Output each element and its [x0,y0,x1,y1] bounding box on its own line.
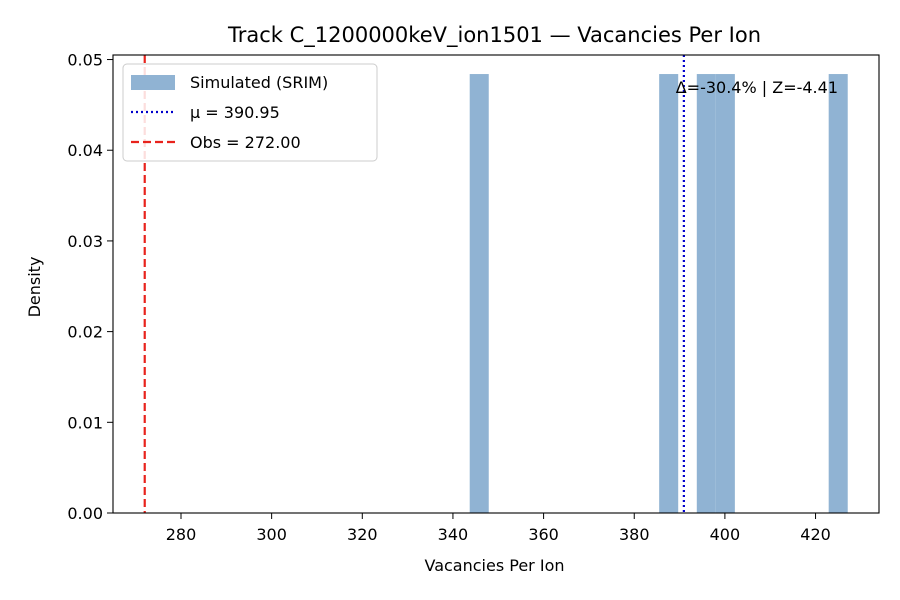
chart-title: Track C_1200000keV_ion1501 — Vacancies P… [227,23,761,48]
x-tick-label: 380 [619,525,650,544]
x-tick-label: 320 [347,525,378,544]
y-tick-label: 0.03 [67,232,103,251]
histogram-bar-4 [715,74,735,514]
x-tick-label: 300 [256,525,287,544]
y-tick-label: 0.04 [67,141,103,160]
x-tick-label: 420 [800,525,831,544]
y-tick-label: 0.02 [67,323,103,342]
x-tick-label: 400 [710,525,741,544]
legend-swatch-simulated [131,75,175,90]
legend-label: μ = 390.95 [190,103,280,122]
x-tick-label: 280 [166,525,197,544]
x-tick-label: 360 [528,525,559,544]
legend: Simulated (SRIM) μ = 390.95 Obs = 272.00 [122,63,378,162]
y-tick-label: 0.05 [67,51,103,70]
y-tick-label: 0.00 [67,504,103,523]
legend-label: Simulated (SRIM) [190,73,328,92]
legend-box [122,63,378,162]
x-axis: 280 300 320 340 360 380 400 420 [166,513,831,544]
y-tick-label: 0.01 [67,413,103,432]
histogram-bar-1 [469,74,489,514]
plot-frame [112,54,880,514]
plot-area [112,54,880,514]
histogram-bar-3 [696,74,716,514]
x-tick-label: 340 [438,525,469,544]
stats-annotation: Δ=-30.4% | Z=-4.41 [676,78,838,97]
x-axis-label: Vacancies Per Ion [425,556,565,575]
histogram-bar-5 [828,74,848,514]
y-axis: 0.00 0.01 0.02 0.03 0.04 0.05 [67,51,113,523]
legend-label: Obs = 272.00 [190,133,301,152]
histogram-bar-2 [659,74,679,514]
y-axis-label: Density [25,257,44,318]
